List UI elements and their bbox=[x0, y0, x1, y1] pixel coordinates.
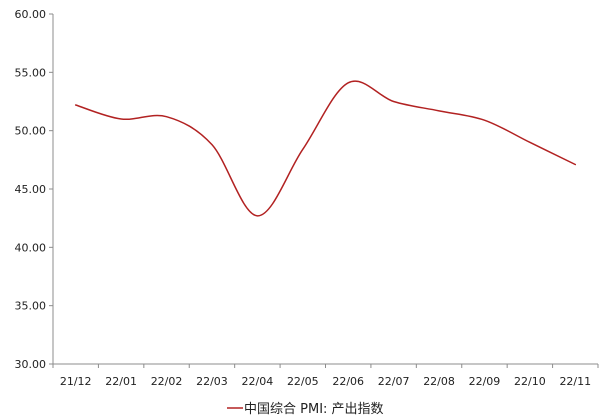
x-tick-label: 22/02 bbox=[151, 375, 183, 388]
y-tick-label: 35.00 bbox=[15, 300, 47, 313]
x-tick-label: 22/11 bbox=[559, 375, 591, 388]
series-layer bbox=[74, 80, 577, 217]
x-tick-label: 22/01 bbox=[105, 375, 137, 388]
x-tick-label: 22/10 bbox=[514, 375, 546, 388]
y-tick-label: 45.00 bbox=[15, 183, 47, 196]
legend: 中国综合 PMI: 产出指数 bbox=[227, 402, 384, 417]
y-tick-label: 40.00 bbox=[15, 241, 47, 254]
y-axis: 30.00 35.00 40.00 45.00 50.00 55.00 60.00 bbox=[15, 8, 54, 371]
x-tick-label: 22/04 bbox=[242, 375, 274, 388]
y-tick-label: 55.00 bbox=[15, 66, 47, 79]
x-tick-label: 22/09 bbox=[469, 375, 501, 388]
x-tick-label: 21/12 bbox=[60, 375, 92, 388]
legend-label: 中国综合 PMI: 产出指数 bbox=[244, 402, 384, 417]
series-line bbox=[74, 80, 577, 217]
x-tick-label: 22/05 bbox=[287, 375, 319, 388]
y-tick-label: 60.00 bbox=[15, 8, 47, 21]
x-tick-label: 22/07 bbox=[378, 375, 410, 388]
x-axis: 21/12 22/01 22/02 22/03 22/04 22/05 22/06 22/07… bbox=[52, 363, 599, 388]
y-tick-label: 50.00 bbox=[15, 125, 47, 138]
x-tick-label: 22/03 bbox=[196, 375, 228, 388]
x-tick-label: 22/06 bbox=[332, 375, 364, 388]
y-tick-label: 30.00 bbox=[15, 358, 47, 371]
x-tick-label: 22/08 bbox=[423, 375, 455, 388]
